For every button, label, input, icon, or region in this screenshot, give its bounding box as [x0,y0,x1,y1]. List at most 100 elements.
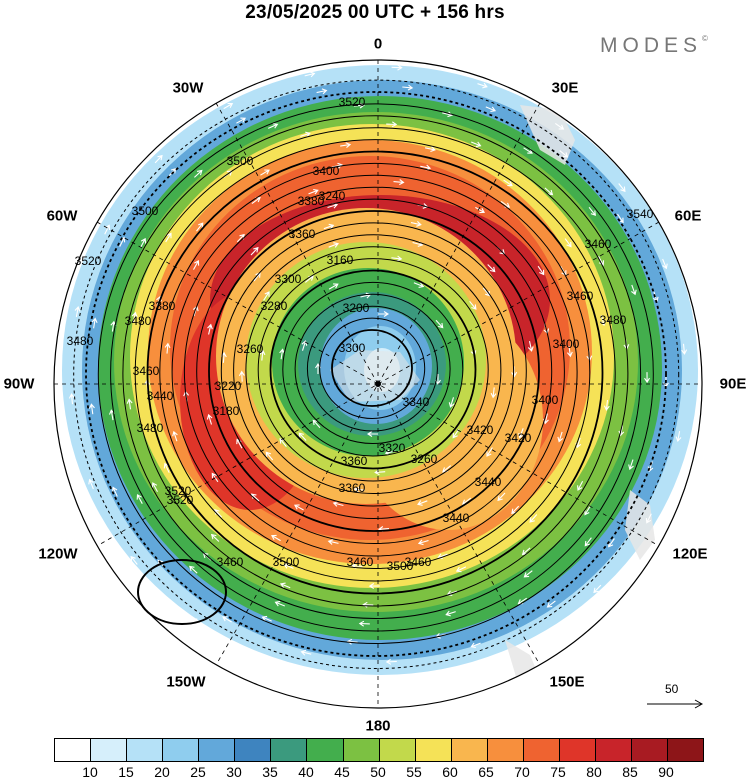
wind-vector-arrow [165,232,172,243]
colorbar-tick-label: 35 [262,764,278,780]
height-contour-line [220,222,527,520]
wind-vector-arrow [477,82,488,89]
height-contour-line [319,317,426,419]
colorbar-tick-label: 70 [514,764,530,780]
wind-vector-arrow [263,291,270,301]
colorbar [54,738,704,762]
wind-vector-arrow [417,539,429,546]
wind-vector-arrow [564,238,572,248]
contour-label: 3400 [532,393,559,407]
wind-vector-arrow [353,486,365,493]
wind-vector-arrow [206,413,213,425]
contour-label: 3200 [343,301,370,315]
wind-vector-arrow [662,258,668,270]
contour-label: 3280 [261,299,288,313]
wind-vector-arrow [88,478,94,490]
wind-vector-arrow [74,305,81,317]
contour-label: 3380 [149,299,176,313]
contour-label: 3520 [75,254,102,268]
wind-vector-arrow [298,432,307,441]
height-contour-line [208,210,540,532]
height-contour-line [146,150,604,595]
wind-vector-arrow [193,260,200,270]
lon-label-150e: 150E [549,673,585,691]
wind-vector-arrow [154,154,163,164]
colorbar-swatch [523,739,560,761]
height-contour-line [269,269,477,470]
colorbar-ticks: 10 15 20 25 30 35 40 45 50 55 60 65 70 75 80 85 90 [54,764,702,782]
colorbar-swatch [487,739,524,761]
brand-mark: © [702,34,708,43]
wind-vector-arrow [442,111,453,118]
height-contour-line [294,293,451,444]
lon-label-60w: 60W [46,207,78,225]
wind-vector-arrow [172,430,178,442]
contour-label: 3240 [319,189,346,203]
wind-vector-arrow [368,583,380,589]
contour-label: 3500 [387,559,414,573]
wind-vector-arrow [386,121,398,128]
contour-label: 3400 [553,337,580,351]
colorbar-swatch [343,739,380,761]
wind-vector-arrow [440,670,452,677]
contour-label: 3480 [125,314,152,328]
contour-label: 3440 [443,511,470,525]
wind-vector-arrow [645,513,652,524]
wind-vector-arrow [346,638,358,645]
wind-vector-arrow [362,601,374,608]
contour-label: 3460 [405,555,432,569]
wind-vector-arrow [301,340,308,351]
reference-vector-label: 50 [665,682,679,696]
wind-vector-arrow [559,150,569,158]
height-contours [73,79,680,669]
wind-vector-arrow [238,370,245,382]
wind-vector-arrow [475,206,485,214]
height-contour-line [183,186,565,557]
wind-vector-arrow [584,505,591,516]
wind-vector-arrow [537,265,545,276]
wind-vector-arrow [424,146,436,153]
wind-vector-arrow [445,610,456,617]
wind-vector-arrow [340,142,352,149]
contour-label: 3320 [379,441,406,455]
wind-vector-arrow [164,342,171,354]
wind-vector-arrow [527,340,534,352]
contour-label: 3300 [275,272,302,286]
colorbar-swatch [451,739,488,761]
wind-vector-arrow [279,438,287,448]
wind-vector-arrow [618,183,626,193]
wind-vector-arrow [271,534,281,542]
wind-vector-arrow [88,403,95,415]
wind-vector-arrow [236,117,246,124]
colorbar-tick-label: 25 [190,764,206,780]
wind-vector-arrow [557,431,564,443]
wind-vector-arrow [470,141,482,148]
contour-label: 3460 [347,555,374,569]
wind-vector-arrow [469,300,477,310]
wind-vector-arrow [410,221,422,227]
wind-vector-arrow [554,122,565,130]
wind-vector-arrow [523,570,533,578]
reference-arrow-icon [647,699,704,709]
wind-vector-arrow [577,480,584,491]
wind-vector-arrow [600,315,606,326]
wind-vector-arrow [644,372,650,384]
contour-label: 3400 [313,164,340,178]
colorbar-tick-label: 90 [658,764,674,780]
lon-label-120e: 120E [672,545,708,563]
wind-vector-arrow [136,493,143,504]
colorbar-swatch [235,739,272,761]
wind-vector-arrow [268,659,279,666]
contour-label: 3480 [137,421,164,435]
height-contour-line [73,79,680,669]
height-contour-line [233,234,515,507]
wind-vector-arrow [151,482,158,493]
map-title: 23/05/2025 00 UTC + 156 hrs [245,2,505,23]
colorbar-swatch [199,739,236,761]
contour-label: 3360 [289,227,316,241]
wind-vector-arrow [312,419,321,429]
wind-vector-arrow [353,677,365,684]
contour-label: 3500 [273,555,300,569]
